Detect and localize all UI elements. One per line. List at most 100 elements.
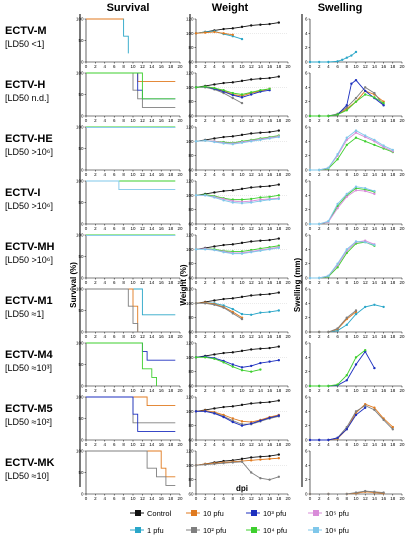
x-tick-label: 12 xyxy=(363,334,369,339)
y-tick-label: 2 xyxy=(305,207,308,212)
x-tick-label: 0 xyxy=(85,64,88,69)
data-point xyxy=(354,363,358,366)
x-tick-label: 0 xyxy=(195,172,198,177)
y-tick-label: 60 xyxy=(188,438,194,443)
x-tick-label: 10 xyxy=(353,388,359,393)
y-tick-label: 120 xyxy=(186,395,194,400)
x-tick-label: 2 xyxy=(204,442,207,447)
data-point xyxy=(194,86,198,89)
data-point xyxy=(277,309,280,312)
x-tick-label: 10 xyxy=(239,388,245,393)
row-ld50: [LD50 <1] xyxy=(5,39,44,49)
data-point xyxy=(213,137,216,140)
x-tick-label: 12 xyxy=(363,226,369,231)
data-point xyxy=(213,299,216,302)
panel-swelling: 0 2 4 6 0 2 4 6 8 10 12 14 16 18 20 xyxy=(305,233,405,286)
x-tick-label: 4 xyxy=(104,442,107,447)
data-point xyxy=(345,379,348,382)
data-point xyxy=(222,189,225,193)
series-line xyxy=(195,457,279,466)
data-point xyxy=(345,428,348,431)
x-tick-label: 0 xyxy=(85,496,88,501)
panel-weight: 60 80 100 120 0 2 4 6 8 10 12 14 16 18 20 xyxy=(186,233,291,286)
data-point xyxy=(231,461,234,464)
data-point xyxy=(213,191,216,194)
x-tick-label: 4 xyxy=(213,334,216,339)
y-tick-label: 100 xyxy=(76,341,84,346)
data-point xyxy=(327,114,330,118)
data-point xyxy=(259,368,262,371)
y-tick-label: 60 xyxy=(188,60,194,65)
y-tick-label: 100 xyxy=(186,193,194,198)
legend-label: 10⁶ pfu xyxy=(325,526,349,535)
data-point xyxy=(250,24,253,27)
data-point xyxy=(336,266,339,269)
data-point xyxy=(231,351,234,354)
data-point xyxy=(222,351,225,355)
panel-weight: 60 80 100 120 0 2 4 6 8 10 12 14 16 18 20 xyxy=(186,71,291,124)
data-point xyxy=(222,27,225,31)
data-point xyxy=(250,91,253,94)
y-tick-label: 100 xyxy=(186,355,194,360)
y-tick-label: 100 xyxy=(76,125,84,130)
x-tick-label: 2 xyxy=(94,388,97,393)
x-tick-label: 6 xyxy=(222,280,225,285)
data-point xyxy=(277,453,280,456)
x-tick-label: 2 xyxy=(204,334,207,339)
x-tick-label: 12 xyxy=(140,172,146,177)
axis-label-survival: Survival (%) xyxy=(69,262,78,308)
data-point xyxy=(268,76,271,80)
x-tick-label: 2 xyxy=(204,226,207,231)
x-tick-label: 4 xyxy=(327,172,330,177)
x-tick-label: 18 xyxy=(276,64,282,69)
x-tick-label: 10 xyxy=(239,442,245,447)
y-tick-label: 2 xyxy=(305,153,308,158)
data-point xyxy=(354,96,358,100)
y-tick-label: 4 xyxy=(305,247,308,252)
x-tick-label: 4 xyxy=(327,334,330,339)
x-tick-label: 18 xyxy=(168,226,174,231)
data-point xyxy=(327,274,330,278)
panel-swelling: 0 2 4 6 0 2 4 6 8 10 12 14 16 18 20 xyxy=(305,17,405,70)
y-tick-label: 0 xyxy=(305,168,308,173)
x-tick-label: 14 xyxy=(258,280,264,285)
data-point xyxy=(213,303,216,306)
x-tick-label: 14 xyxy=(258,388,264,393)
x-tick-label: 14 xyxy=(258,496,264,501)
data-point xyxy=(240,424,244,427)
x-tick-label: 4 xyxy=(213,64,216,69)
data-point xyxy=(231,33,234,36)
data-point xyxy=(354,356,358,359)
data-point xyxy=(259,401,262,404)
y-tick-label: 4 xyxy=(305,355,308,360)
y-tick-label: 6 xyxy=(305,179,308,184)
data-point xyxy=(240,312,244,316)
data-point xyxy=(345,316,348,319)
data-point xyxy=(204,410,207,413)
panel-survival: 0 50 100 0 2 4 6 8 10 12 14 16 18 20 xyxy=(76,287,183,340)
row-name: ECTV-M1 xyxy=(5,295,53,307)
x-tick-label: 0 xyxy=(309,442,312,447)
header-swelling: Swelling xyxy=(318,2,363,14)
data-point xyxy=(250,456,253,459)
x-tick-label: 12 xyxy=(249,118,255,123)
data-point xyxy=(231,135,234,138)
x-tick-label: 20 xyxy=(285,64,291,69)
series-line xyxy=(86,396,176,432)
data-point xyxy=(213,462,216,466)
row-name: ECTV-I xyxy=(5,187,40,199)
x-tick-label: 12 xyxy=(249,64,255,69)
series-line xyxy=(310,186,375,225)
data-point xyxy=(364,93,367,96)
y-tick-label: 100 xyxy=(76,287,84,292)
x-tick-label: 6 xyxy=(113,442,116,447)
y-tick-label: 100 xyxy=(186,85,194,90)
row-name: ECTV-H xyxy=(5,79,45,91)
data-point xyxy=(364,305,367,309)
data-point xyxy=(231,94,234,97)
data-point xyxy=(204,356,207,359)
x-tick-label: 16 xyxy=(267,280,273,285)
x-tick-label: 10 xyxy=(353,334,359,339)
data-point xyxy=(354,312,358,316)
data-point xyxy=(354,189,358,192)
